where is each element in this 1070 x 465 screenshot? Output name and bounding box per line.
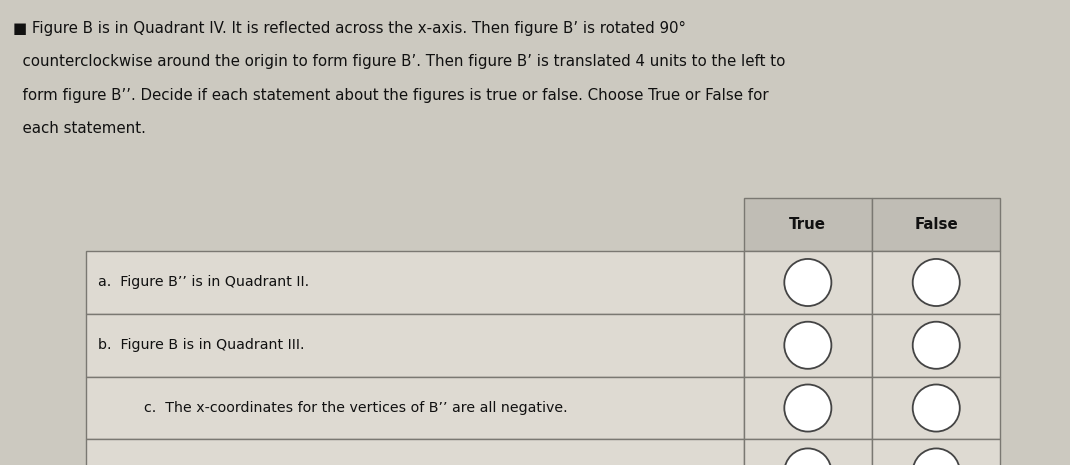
Text: False: False [915, 217, 958, 232]
Ellipse shape [913, 322, 960, 369]
Text: True: True [790, 217, 826, 232]
Bar [872, 251, 1000, 314]
Bar [86, 377, 744, 439]
Bar [86, 314, 744, 377]
Text: c.  The x-coordinates for the vertices of B’’ are all negative.: c. The x-coordinates for the vertices of… [144, 401, 568, 415]
Ellipse shape [784, 322, 831, 369]
Bar [872, 314, 1000, 377]
Bar [872, 439, 1000, 465]
Bar [744, 439, 872, 465]
Bar [872, 198, 1000, 251]
Ellipse shape [784, 259, 831, 306]
Bar [86, 439, 744, 465]
Ellipse shape [784, 385, 831, 432]
Text: ■ Figure B is in Quadrant IV. It is reflected across the x-axis. Then figure B’ : ■ Figure B is in Quadrant IV. It is refl… [13, 21, 686, 36]
Bar [744, 377, 872, 439]
Bar [744, 314, 872, 377]
Text: each statement.: each statement. [13, 121, 146, 136]
Bar [86, 251, 744, 314]
Ellipse shape [913, 448, 960, 465]
Ellipse shape [784, 448, 831, 465]
Text: form figure B’’. Decide if each statement about the figures is true or false. Ch: form figure B’’. Decide if each statemen… [13, 88, 768, 103]
Bar [872, 377, 1000, 439]
Ellipse shape [913, 259, 960, 306]
Bar [744, 198, 872, 251]
Text: b.  Figure B is in Quadrant III.: b. Figure B is in Quadrant III. [98, 338, 305, 352]
Text: a.  Figure B’’ is in Quadrant II.: a. Figure B’’ is in Quadrant II. [98, 275, 309, 290]
Bar [744, 251, 872, 314]
Ellipse shape [913, 385, 960, 432]
Text: counterclockwise around the origin to form figure B’. Then figure B’ is translat: counterclockwise around the origin to fo… [13, 54, 785, 69]
